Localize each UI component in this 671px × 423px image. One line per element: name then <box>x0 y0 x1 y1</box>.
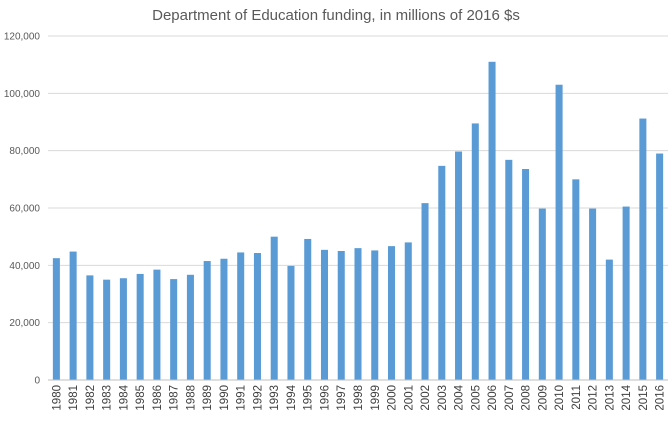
x-tick-label: 1997 <box>336 385 348 411</box>
y-tick-label: 80,000 <box>9 146 40 157</box>
x-tick-label: 2000 <box>387 385 399 411</box>
bar-1982 <box>86 275 94 380</box>
x-tick-label: 2004 <box>454 384 466 410</box>
x-tick-label: 1989 <box>202 385 214 411</box>
y-tick-label: 0 <box>34 376 40 387</box>
bar-1981 <box>69 251 77 380</box>
x-tick-label: 1994 <box>286 384 298 410</box>
x-tick-label: 1987 <box>169 385 181 411</box>
x-tick-label: 2009 <box>537 385 549 411</box>
bar-2005 <box>471 123 479 380</box>
bar-2006 <box>488 61 496 381</box>
x-tick-label: 1990 <box>219 385 231 411</box>
x-tick-label: 1991 <box>236 385 248 411</box>
bar-2009 <box>538 208 546 380</box>
bar-1991 <box>237 252 245 380</box>
bar-1998 <box>354 248 362 380</box>
x-tick-label: 2016 <box>655 385 667 411</box>
x-tick-label: 2003 <box>437 385 449 411</box>
bar-2001 <box>404 242 412 380</box>
x-tick-label: 2007 <box>504 385 516 411</box>
x-tick-label: 1986 <box>152 385 164 411</box>
bar-2011 <box>572 179 580 380</box>
x-tick-label: 1996 <box>319 385 331 411</box>
bar-1986 <box>153 269 161 380</box>
bar-1994 <box>287 265 295 380</box>
bar-1989 <box>203 261 211 380</box>
bar-1988 <box>186 274 194 380</box>
x-tick-label: 2002 <box>420 385 432 411</box>
x-tick-label: 2001 <box>403 385 415 411</box>
x-tick-label: 1998 <box>353 385 365 411</box>
bar-2013 <box>605 259 613 380</box>
x-tick-label: 1983 <box>102 385 114 411</box>
bars <box>52 61 664 381</box>
bar-2002 <box>421 203 429 380</box>
bar-1993 <box>270 236 278 380</box>
bar-2004 <box>455 151 463 380</box>
bar-1992 <box>253 253 261 380</box>
bar-1990 <box>220 258 228 380</box>
x-tick-label: 1981 <box>68 385 80 411</box>
bar-2007 <box>505 159 513 380</box>
bar-2016 <box>656 153 664 380</box>
bar-1980 <box>52 258 60 380</box>
x-tick-label: 1982 <box>85 385 97 411</box>
x-tick-label: 2005 <box>470 385 482 411</box>
x-tick-label: 2008 <box>521 385 533 411</box>
x-tick-label: 1988 <box>185 385 197 411</box>
x-tick-label: 2010 <box>554 385 566 411</box>
x-tick-label: 2012 <box>588 385 600 411</box>
bar-2010 <box>555 84 563 380</box>
x-tick-label: 2015 <box>638 385 650 411</box>
bar-1996 <box>320 249 329 380</box>
x-tick-label: 2011 <box>571 385 583 410</box>
bar-1984 <box>119 278 127 380</box>
bar-2015 <box>639 118 647 380</box>
bar-1999 <box>371 250 379 380</box>
bar-1985 <box>136 273 144 380</box>
bar-2000 <box>387 246 396 380</box>
x-tick-label: 1985 <box>135 385 147 411</box>
bar-1983 <box>103 279 111 380</box>
y-tick-label: 120,000 <box>4 32 41 43</box>
x-tick-label: 2014 <box>621 384 633 410</box>
x-tick-label: 1980 <box>51 385 63 411</box>
x-tick-label: 2013 <box>604 385 616 411</box>
x-tick-label: 1999 <box>370 385 382 411</box>
y-tick-label: 20,000 <box>9 318 40 329</box>
bar-2008 <box>522 169 530 380</box>
chart-title: Department of Education funding, in mill… <box>152 7 520 24</box>
y-tick-label: 60,000 <box>9 204 40 215</box>
bar-2003 <box>438 165 446 380</box>
x-axis-tick-labels: 1980 1981 1982 1983 1984 1985 1986 1987 1988 1989… <box>51 384 666 410</box>
x-tick-label: 1995 <box>303 385 315 411</box>
bar-2012 <box>589 208 597 380</box>
gridlines <box>48 35 668 324</box>
x-tick-label: 1984 <box>118 384 130 410</box>
bar-2014 <box>622 206 630 380</box>
x-tick-label: 2006 <box>487 385 499 411</box>
y-axis-tick-labels: 0 20,000 40,000 60,000 80,000 100,000 120,000 <box>4 32 41 387</box>
bar-1997 <box>337 251 345 380</box>
x-tick-label: 1993 <box>269 385 281 411</box>
bar-1987 <box>170 279 178 380</box>
y-tick-label: 40,000 <box>9 261 40 272</box>
bar-1995 <box>304 238 312 380</box>
y-tick-label: 100,000 <box>4 89 41 100</box>
x-tick-label: 1992 <box>252 385 264 411</box>
